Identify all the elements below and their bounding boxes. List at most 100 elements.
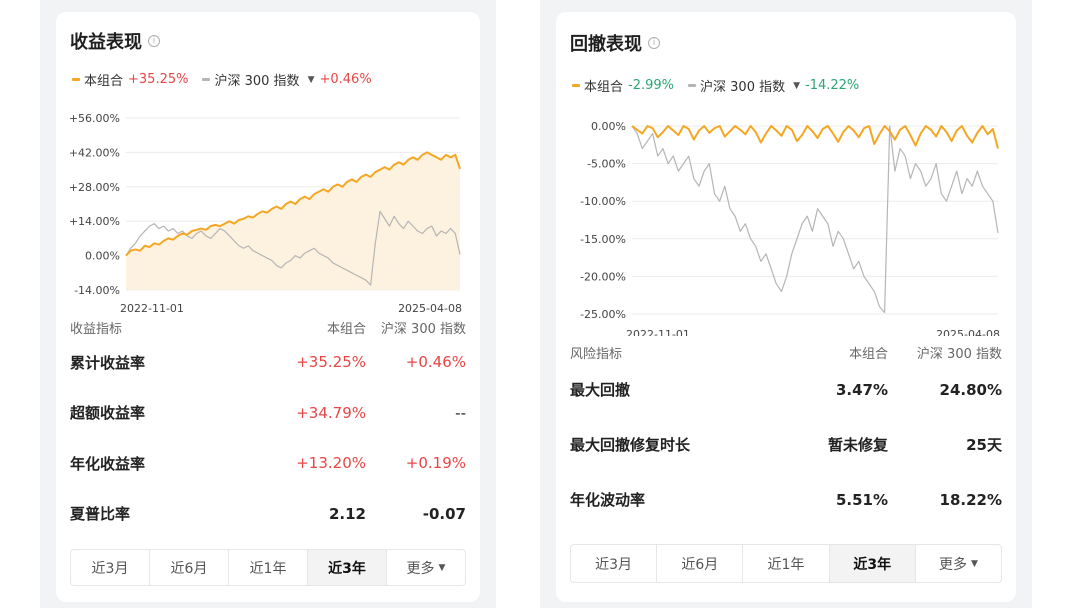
metrics-header: 风险指标 本组合 沪深 300 指数 (570, 342, 1002, 362)
metric-row: 超额收益率 +34.79% -- (70, 388, 466, 439)
tab-period-3[interactable]: 近3年 (829, 545, 916, 582)
metric-label: 年化波动率 (570, 491, 646, 509)
return-metrics: 收益指标 本组合 沪深 300 指数 累计收益率 +35.25% +0.46% 超额收… (70, 317, 466, 539)
portfolio-legend-name: 本组合 (584, 80, 624, 95)
y-tick-label: +42.00% (69, 146, 120, 159)
tab-label: 更多 (406, 560, 435, 577)
tab-period-0[interactable]: 近3月 (571, 545, 658, 582)
metric-index-value: +0.46% (405, 353, 466, 372)
tab-period-4[interactable]: 更多 ▼ (916, 545, 1001, 582)
series-area (126, 152, 460, 290)
y-tick-label: +28.00% (69, 181, 120, 194)
tab-period-2[interactable]: 近1年 (229, 550, 308, 585)
y-tick-label: -10.00% (580, 195, 626, 208)
y-tick-label: -20.00% (580, 270, 626, 283)
metric-row: 年化收益率 +13.20% +0.19% (70, 438, 466, 489)
index-legend-swatch (688, 84, 697, 87)
metric-portfolio-value: +13.20% (296, 454, 366, 473)
index-legend-swatch (202, 78, 211, 81)
metric-row: 夏普比率 2.12 -0.07 (70, 489, 466, 540)
metric-index-value: -- (455, 403, 466, 422)
metric-portfolio-value: +35.25% (296, 353, 366, 372)
metric-label: 最大回撤修复时长 (570, 436, 691, 454)
metric-portfolio-value: 2.12 (328, 504, 366, 523)
return-card: 收益表现 i 本组合 +35.25% 沪深 300 指数 ▼ +0.46% +5… (56, 12, 480, 602)
metric-label: 累计收益率 (70, 353, 146, 372)
info-icon[interactable]: i (648, 37, 660, 49)
metric-label: 最大回撤 (570, 381, 631, 399)
y-tick-label: -15.00% (580, 233, 626, 246)
tab-label: 近6月 (681, 556, 719, 573)
tab-label: 近1年 (767, 556, 805, 573)
metrics-header-col1: 本组合 (848, 346, 888, 362)
drawdown-card-title: 回撤表现 i (570, 30, 660, 56)
metric-label: 夏普比率 (70, 505, 131, 524)
index-series-line (631, 125, 999, 314)
tab-label: 近3月 (595, 556, 633, 573)
tab-label: 近1年 (249, 560, 287, 577)
metric-row: 最大回撤修复时长 暂未修复 25天 (570, 417, 1002, 472)
index-legend-value: +0.46% (319, 72, 372, 87)
x-end-label: 2025-04-08 (398, 302, 462, 312)
metrics-header: 收益指标 本组合 沪深 300 指数 (70, 317, 466, 337)
tab-period-1[interactable]: 近6月 (657, 545, 744, 582)
metric-portfolio-value: 5.51% (835, 490, 888, 509)
metric-label: 年化收益率 (70, 454, 146, 473)
tab-label: 近6月 (170, 560, 208, 577)
metric-index-value: -0.07 (422, 504, 466, 523)
y-tick-label: 0.00% (85, 250, 120, 263)
y-tick-label: 0.00% (591, 120, 626, 133)
metric-portfolio-value: 暂未修复 (827, 436, 888, 454)
chevron-down-icon[interactable]: ▼ (307, 74, 315, 85)
tab-label: 近3年 (328, 560, 366, 577)
metrics-header-label: 风险指标 (570, 346, 623, 362)
metrics-header-label: 收益指标 (70, 321, 123, 337)
metric-portfolio-value: +34.79% (296, 403, 366, 422)
metric-portfolio-value: 3.47% (835, 380, 888, 399)
metric-row: 最大回撤 3.47% 24.80% (570, 362, 1002, 417)
y-tick-label: -5.00% (587, 158, 626, 171)
metric-index-value: 18.22% (939, 490, 1002, 509)
portfolio-legend-value: -2.99% (628, 78, 675, 93)
tab-period-4[interactable]: 更多 ▼ (387, 550, 465, 585)
metric-index-value: +0.19% (405, 454, 466, 473)
info-icon[interactable]: i (148, 35, 160, 47)
metric-row: 累计收益率 +35.25% +0.46% (70, 337, 466, 388)
metrics-header-col2: 沪深 300 指数 (916, 346, 1002, 362)
x-start-label: 2022-11-01 (120, 302, 184, 312)
chevron-down-icon[interactable]: ▼ (793, 80, 801, 91)
return-title-text: 收益表现 (70, 32, 142, 53)
tab-period-2[interactable]: 近1年 (743, 545, 830, 582)
return-card-title: 收益表现 i (70, 28, 160, 54)
index-series-line (125, 210, 461, 286)
index-legend-name[interactable]: 沪深 300 指数 (700, 80, 786, 95)
x-start-label: 2022-11-01 (626, 328, 690, 336)
portfolio-legend-swatch (72, 78, 80, 81)
drawdown-title-text: 回撤表现 (570, 34, 642, 55)
metric-index-value: 25天 (966, 436, 1002, 454)
y-tick-label: -25.00% (580, 308, 626, 321)
drawdown-chart: 0.00%-5.00%-10.00%-15.00%-20.00%-25.00%2… (580, 120, 1000, 336)
chevron-down-icon: ▼ (438, 562, 446, 573)
tab-label: 近3月 (91, 560, 129, 577)
tab-period-3[interactable]: 近3年 (308, 550, 387, 585)
y-tick-label: +14.00% (69, 215, 120, 228)
tab-label: 近3年 (853, 556, 892, 573)
tab-period-1[interactable]: 近6月 (150, 550, 229, 585)
return-chart: +56.00% +42.00% +28.00% +14.00% 0.00% -14.00%… (69, 112, 462, 312)
return-legend: 本组合 +35.25% 沪深 300 指数 ▼ +0.46% (72, 70, 386, 89)
index-legend-name[interactable]: 沪深 300 指数 (214, 74, 300, 89)
metrics-header-col1: 本组合 (326, 321, 366, 337)
x-end-label: 2025-04-08 (936, 328, 1000, 336)
drawdown-period-tabs: 近3月 近6月 近1年 近3年 更多 ▼ (570, 544, 1002, 583)
metrics-header-col2: 沪深 300 指数 (380, 321, 466, 337)
return-period-tabs: 近3月 近6月 近1年 近3年 更多 ▼ (70, 549, 466, 586)
portfolio-series-line (125, 151, 461, 257)
drawdown-card: 回撤表现 i 本组合 -2.99% 沪深 300 指数 ▼ -14.22% 0.… (556, 12, 1016, 602)
drawdown-legend: 本组合 -2.99% 沪深 300 指数 ▼ -14.22% (572, 76, 873, 95)
tab-period-0[interactable]: 近3月 (71, 550, 150, 585)
portfolio-legend-swatch (572, 84, 580, 87)
tab-label: 更多 (938, 556, 967, 573)
portfolio-legend-value: +35.25% (128, 72, 189, 87)
portfolio-series-line (631, 125, 999, 149)
